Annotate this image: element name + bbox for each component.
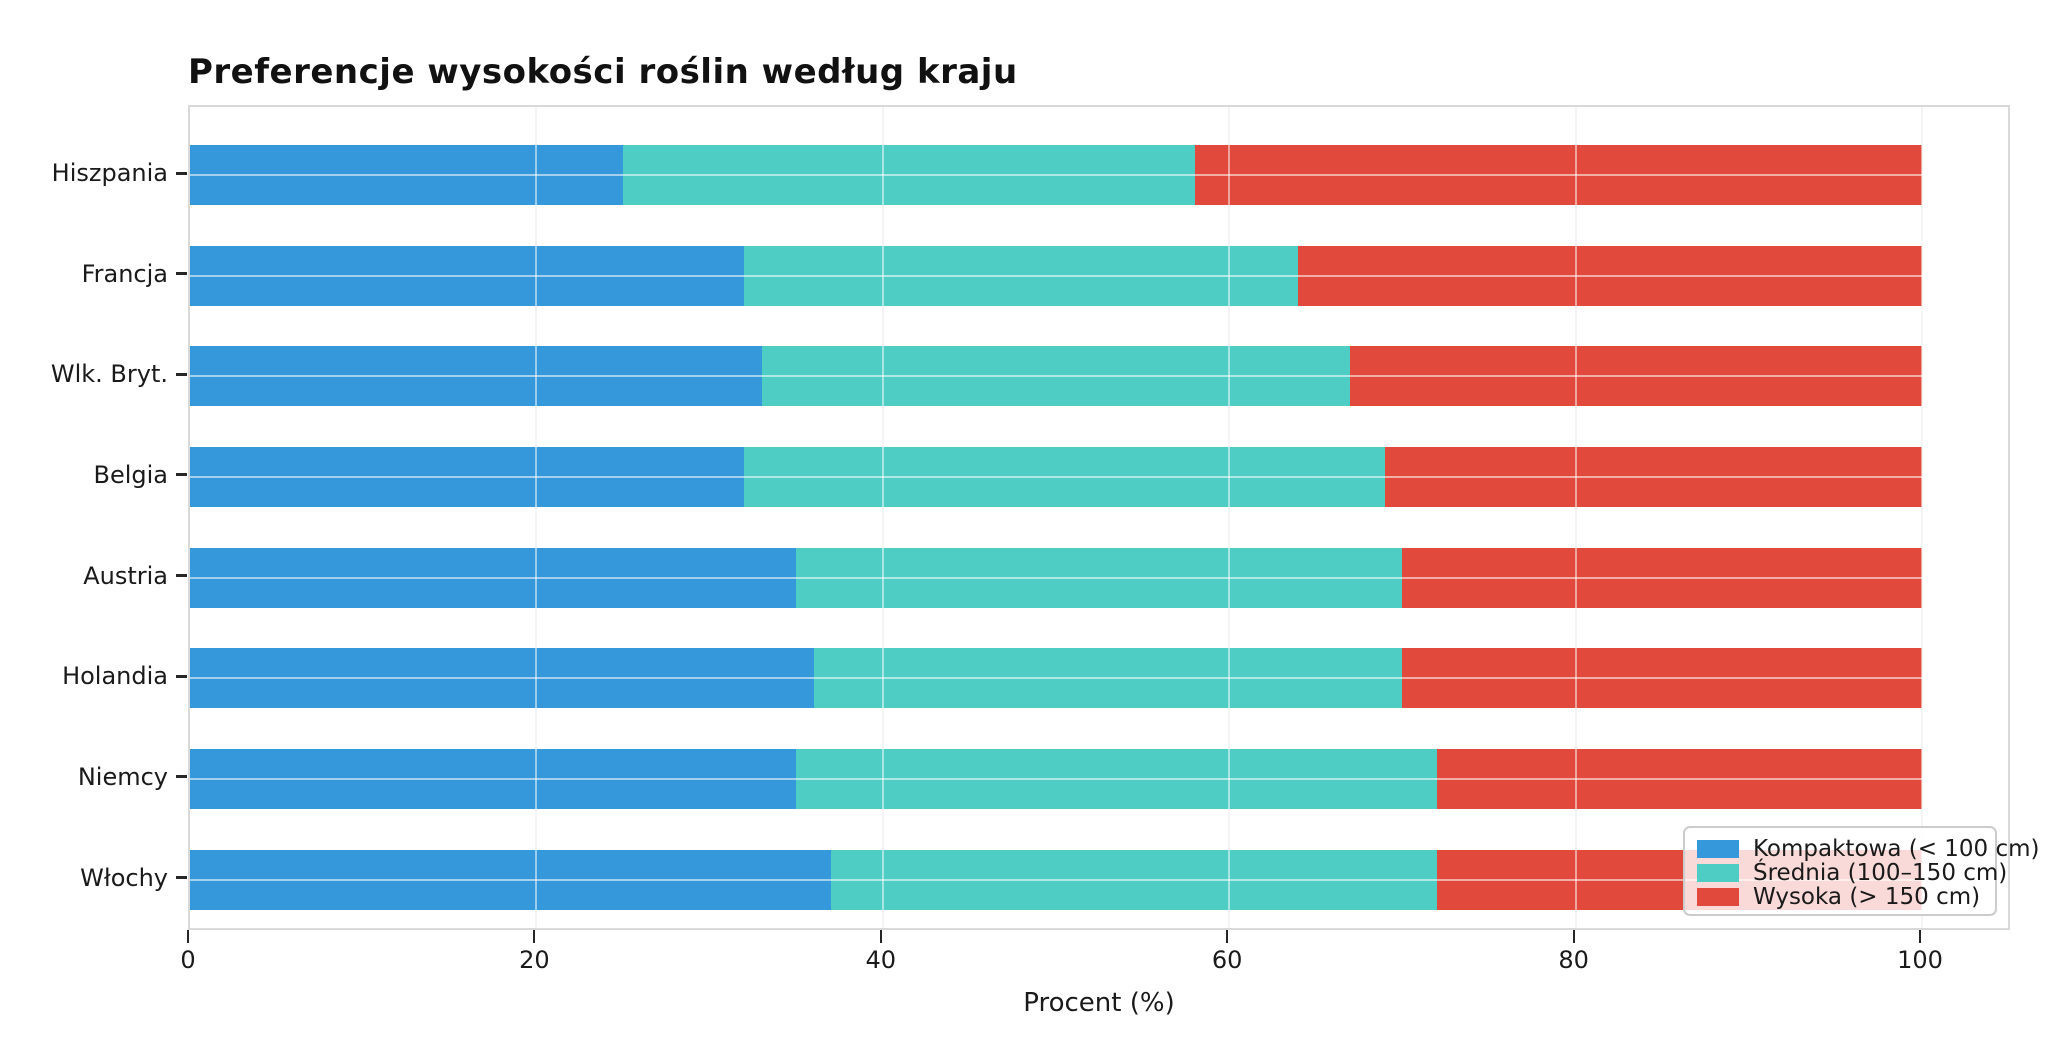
x-tick-label: 80 — [1558, 946, 1589, 974]
gridline — [190, 475, 2008, 478]
x-tick — [533, 930, 536, 943]
legend-label: Kompaktowa (< 100 cm) — [1753, 836, 2040, 862]
x-tick-label: 0 — [180, 946, 196, 974]
x-tick-label: 60 — [1211, 946, 1243, 974]
legend-item: Średnia (100–150 cm) — [1697, 860, 2007, 886]
gridline — [190, 576, 2008, 579]
y-axis-label: Hiszpania — [51, 159, 168, 187]
chart-title: Preferencje wysokości roślin według kraj… — [188, 52, 1018, 92]
legend-swatch-kompaktowa-icon — [1697, 840, 1739, 858]
gridline — [1921, 107, 1923, 928]
y-tick — [176, 272, 187, 276]
y-tick — [176, 674, 187, 678]
y-tick — [176, 574, 187, 578]
y-axis-label: Włochy — [80, 863, 168, 892]
gridline — [190, 777, 2008, 780]
y-tick — [176, 876, 187, 880]
legend: Kompaktowa (< 100 cm) Średnia (100–150 c… — [1683, 826, 2040, 916]
gridline — [1574, 107, 1577, 928]
gridline — [881, 107, 884, 928]
gridline — [190, 677, 2008, 680]
y-axis-label: Wlk. Bryt. — [50, 360, 168, 389]
gridline — [190, 274, 2008, 277]
legend-item: Kompaktowa (< 100 cm) — [1697, 836, 2040, 862]
x-tick — [1226, 930, 1229, 943]
legend-swatch-srednia-icon — [1697, 864, 1739, 882]
y-tick — [176, 372, 187, 376]
x-tick — [879, 930, 882, 943]
legend-label: Wysoka (> 150 cm) — [1753, 884, 1981, 910]
x-tick-label: 40 — [865, 946, 897, 974]
plot-area — [188, 105, 2010, 930]
y-axis-label: Belgia — [93, 460, 168, 489]
x-tick — [187, 930, 189, 943]
y-tick — [176, 775, 187, 779]
gridline — [190, 375, 2008, 378]
legend-swatch-wysoka-icon — [1697, 888, 1739, 906]
y-axis-label: Austria — [83, 561, 168, 590]
x-tick — [1572, 930, 1575, 943]
y-axis-label: Francja — [81, 259, 168, 288]
y-axis-label: Holandia — [62, 662, 168, 691]
gridline — [535, 107, 538, 928]
x-tick-label: 100 — [1897, 946, 1943, 974]
x-axis-title: Procent (%) — [1023, 988, 1175, 1018]
legend-item: Wysoka (> 150 cm) — [1697, 884, 1983, 910]
y-tick — [176, 473, 187, 477]
x-tick-label: 20 — [519, 946, 550, 974]
y-tick — [176, 171, 187, 175]
gridline — [190, 174, 2008, 176]
gridline — [1228, 107, 1231, 928]
gridline — [190, 878, 2008, 881]
x-tick — [1919, 930, 1921, 943]
legend-label: Średnia (100–150 cm) — [1753, 860, 2008, 886]
y-axis-label: Niemcy — [77, 762, 168, 791]
